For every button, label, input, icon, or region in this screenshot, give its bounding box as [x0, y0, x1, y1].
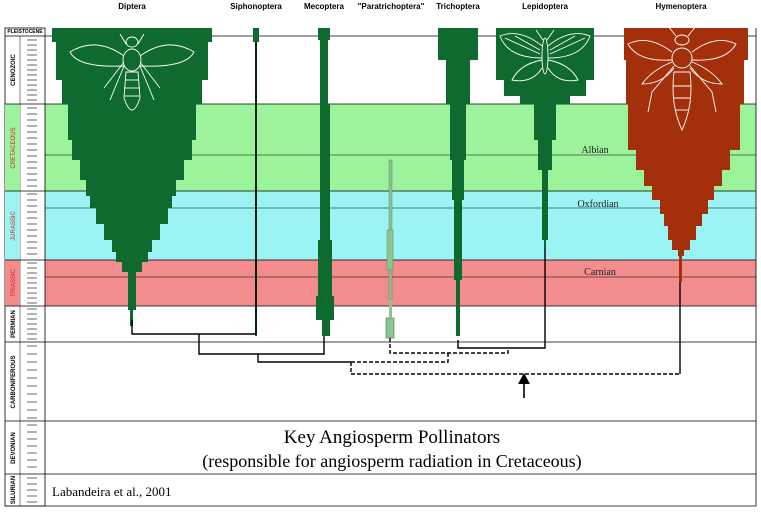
diptera-spindle — [52, 28, 212, 326]
hymenoptera-wasp-drawing — [627, 25, 737, 132]
taxon-label-siphonoptera: Siphonoptera — [230, 2, 282, 11]
taxon-label-diptera: Diptera — [118, 2, 146, 11]
taxon-label-paratrichoptera: "Paratrichoptera" — [358, 2, 425, 11]
mecoptera-spindle — [316, 28, 334, 336]
period-label-jurassic: JURASSIC — [11, 210, 17, 240]
triassic-band — [45, 260, 756, 306]
time-scale-column — [4, 27, 46, 507]
taxon-label-hymenoptera: Hymenoptera — [655, 2, 707, 11]
period-label-devonian: DEVONIAN — [11, 432, 17, 464]
stage-label-albian: Albian — [581, 145, 608, 156]
stage-label-oxfordian: Oxfordian — [577, 199, 618, 210]
period-label-cenozoic: CENOZOIC — [11, 54, 17, 86]
period-label-pleistocene: PLEISTOCENE — [7, 29, 43, 35]
stage-ticks — [27, 39, 37, 503]
divergence-arrow-icon — [518, 373, 530, 398]
period-label-silurian: SILURIAN — [11, 476, 17, 504]
lepidoptera-spindle — [496, 28, 594, 246]
taxon-label-mecoptera: Mecoptera — [304, 2, 345, 11]
phylogeny-dashed-connectors — [350, 338, 680, 375]
period-label-cretaceous: CRETACEOUS — [11, 127, 17, 168]
figure-title-line1: Key Angiosperm Pollinators — [284, 427, 500, 448]
stage-label-carnian: Carnian — [584, 267, 616, 278]
taxon-label-trichoptera: Trichoptera — [436, 2, 480, 11]
period-label-permian: PERMIAN — [11, 310, 17, 338]
figure-title-line2: (responsible for angiosperm radiation in… — [202, 451, 581, 472]
diptera-fly-drawing — [69, 33, 195, 111]
period-label-carboniferous: CARBONIFEROUS — [11, 355, 17, 408]
phylogeny-connectors — [131, 42, 681, 374]
citation: Labandeira et al., 2001 — [52, 484, 171, 499]
trichoptera-spindle — [438, 28, 478, 336]
hymenoptera-spindle — [624, 28, 748, 256]
taxon-label-lepidoptera: Lepidoptera — [522, 2, 568, 11]
period-label-triassic: TRIASSIC — [11, 268, 17, 296]
lepidoptera-moth-drawing — [499, 29, 591, 82]
